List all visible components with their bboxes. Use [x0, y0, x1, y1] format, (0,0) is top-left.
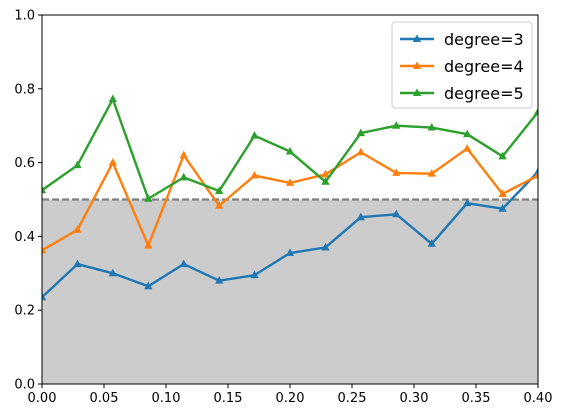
x-tick-label: 0.30 — [400, 391, 429, 406]
legend-marker-3 — [412, 88, 422, 96]
series-group — [42, 94, 538, 301]
data-point-series-2 — [108, 158, 117, 166]
legend-label-1: degree=3 — [444, 30, 524, 49]
data-point-series-2 — [463, 143, 472, 152]
data-point-series-3 — [42, 185, 47, 194]
data-point-series-1 — [144, 281, 153, 290]
y-tick-label: 0.6 — [14, 156, 35, 171]
data-point-series-2 — [392, 168, 401, 176]
data-point-series-2 — [250, 170, 259, 179]
data-point-series-1 — [321, 242, 330, 251]
plot-area — [42, 94, 538, 384]
data-point-series-3 — [498, 151, 507, 160]
data-point-series-1 — [250, 270, 259, 279]
data-point-series-2 — [498, 189, 507, 197]
legend-box — [391, 21, 533, 109]
x-tick-label: 0.10 — [152, 391, 181, 406]
data-point-series-2 — [427, 169, 436, 177]
data-point-series-2 — [356, 147, 365, 156]
data-point-series-1 — [463, 198, 472, 207]
data-point-series-2 — [42, 245, 47, 254]
legend: degree=3 degree=4 degree=5 — [391, 21, 533, 109]
data-point-series-1 — [498, 204, 507, 212]
data-point-series-3 — [144, 194, 153, 202]
data-point-series-3 — [215, 186, 224, 195]
data-point-series-3 — [108, 94, 117, 103]
data-point-series-1 — [108, 268, 117, 277]
data-point-series-3 — [392, 121, 401, 129]
data-point-series-3 — [356, 128, 365, 137]
data-point-series-2 — [179, 150, 188, 159]
data-point-series-3 — [427, 122, 436, 131]
x-tick-label: 0.20 — [276, 391, 305, 406]
data-point-series-3 — [250, 131, 259, 139]
data-point-series-2 — [321, 169, 330, 178]
legend-label-3: degree=5 — [444, 84, 524, 103]
y-tick-label: 0.4 — [14, 230, 35, 245]
data-point-series-3 — [285, 146, 295, 155]
x-tick-label: 0.25 — [338, 391, 367, 406]
data-point-series-3 — [533, 107, 538, 116]
data-point-series-2 — [533, 170, 538, 179]
x-tick-label: 0.00 — [28, 391, 57, 406]
legend-label-2: degree=4 — [444, 57, 524, 76]
data-point-series-1 — [215, 276, 224, 284]
x-tick-label: 0.15 — [214, 391, 243, 406]
x-tick-label: 0.35 — [462, 391, 491, 406]
data-point-series-3 — [179, 172, 188, 181]
legend-marker-1 — [412, 34, 422, 42]
y-tick-label: 1.0 — [14, 9, 35, 24]
shaded-region — [42, 199, 538, 384]
data-point-series-2 — [285, 178, 295, 186]
y-tick-label: 0.2 — [14, 304, 35, 319]
data-point-series-1 — [392, 209, 401, 218]
data-point-series-1 — [42, 292, 47, 301]
y-tick-label: 0.8 — [14, 82, 35, 97]
data-point-series-2 — [73, 225, 82, 233]
data-point-series-1 — [73, 259, 82, 268]
data-point-series-1 — [356, 212, 365, 221]
data-point-series-3 — [463, 129, 472, 138]
data-point-series-2 — [144, 241, 153, 249]
legend-marker-2 — [412, 61, 422, 69]
y-tick-label: 0.0 — [14, 378, 35, 393]
data-point-series-2 — [215, 201, 224, 209]
axes: 0.00 0.05 0.10 0.15 0.20 0.25 0.30 0.35 0.40 0.0 0… — [14, 9, 552, 407]
data-point-series-3 — [73, 160, 82, 169]
x-tick-label: 0.40 — [524, 391, 553, 406]
data-point-series-3 — [321, 177, 330, 185]
data-point-series-1 — [427, 239, 436, 247]
data-point-series-1 — [179, 259, 188, 268]
x-tick-label: 0.05 — [90, 391, 119, 406]
data-point-series-1 — [285, 248, 295, 256]
